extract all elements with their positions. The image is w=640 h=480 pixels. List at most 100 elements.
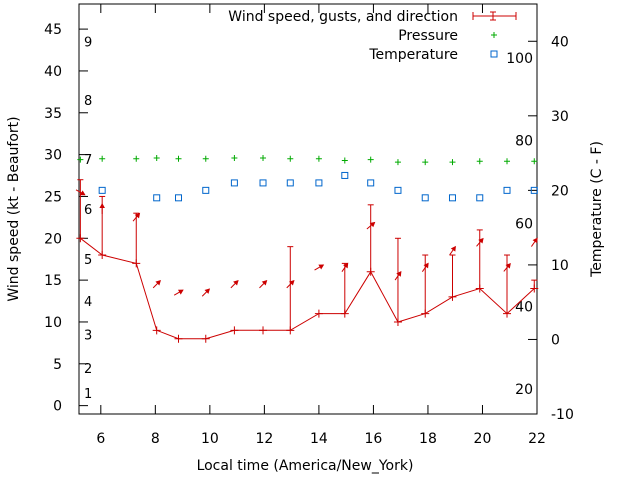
y2-tick-label: 30 <box>551 109 569 125</box>
wind-series <box>75 179 539 343</box>
wind-speed-point <box>393 317 402 326</box>
temperature-point <box>394 186 402 194</box>
temperature-point <box>341 171 349 179</box>
arrow-head <box>318 264 325 270</box>
legend-swatches <box>472 11 517 58</box>
temperature-point <box>421 194 429 202</box>
pressure-point <box>202 155 209 162</box>
temperature-series <box>98 171 538 202</box>
temperature-point <box>230 179 238 187</box>
y2-tick-label: -10 <box>551 407 574 423</box>
y-tick-label: 40 <box>44 64 62 80</box>
pressure-point <box>153 154 160 161</box>
y-tick-label: 20 <box>44 231 62 247</box>
arrow-head <box>155 280 161 286</box>
wind-direction-arrow <box>394 270 402 281</box>
temperature-point <box>448 194 456 202</box>
arrow-head <box>478 237 484 244</box>
beaufort-label: 1 <box>84 387 92 402</box>
beaufort-label: 8 <box>84 94 92 109</box>
wind-speed-point <box>530 284 539 293</box>
wind-direction-arrow <box>152 280 161 289</box>
wind-direction-arrow <box>173 289 184 296</box>
x-axis-label: Local time (America/New_York) <box>197 458 414 474</box>
arrow-head <box>532 237 538 244</box>
axis-ticks <box>79 4 538 415</box>
y-tick-label: 0 <box>53 399 62 415</box>
wind-direction-arrow <box>476 237 484 247</box>
wind-direction-arrow <box>286 280 295 289</box>
wind-speed-point <box>366 267 375 276</box>
x-tick-label: 8 <box>151 431 160 447</box>
beaufort-label: 4 <box>84 295 92 310</box>
y-tick-label: 15 <box>44 273 62 289</box>
wind-speed-point <box>76 234 85 243</box>
wind-speed-point <box>421 309 430 318</box>
temperature-point <box>259 179 267 187</box>
beaufort-label: 3 <box>84 329 92 344</box>
y-axis-label: Wind speed (kt - Beaufort) <box>6 116 22 301</box>
pressure-point <box>315 155 322 162</box>
y-tick-label: 25 <box>44 189 62 205</box>
y2-tick-label: 20 <box>551 183 569 199</box>
wind-direction-arrow <box>99 202 105 214</box>
temperature-point <box>503 186 511 194</box>
wind-speed-point <box>98 251 107 260</box>
wind-direction-arrow <box>341 262 349 272</box>
y-tick-label: 5 <box>53 357 62 373</box>
legend-swatch-wind-caps <box>472 11 517 21</box>
wind-speed-point <box>314 309 323 318</box>
arrow-head <box>134 212 141 219</box>
wind-direction-arrow <box>201 288 211 297</box>
legend-label-wind: Wind speed, gusts, and direction <box>228 9 458 25</box>
wind-direction-arrow <box>314 264 325 271</box>
wind-speed-point <box>503 309 512 318</box>
fahrenheit-label: 20 <box>515 382 533 398</box>
beaufort-label: 5 <box>84 253 92 268</box>
x-tick-label: 20 <box>474 431 492 447</box>
beaufort-label: 7 <box>84 153 92 168</box>
wind-speed-point <box>340 309 349 318</box>
wind-speed-point <box>475 284 484 293</box>
temperature-point <box>202 186 210 194</box>
pressure-point <box>231 154 238 161</box>
fahrenheit-labels: 20 40 60 80 100 <box>506 51 533 398</box>
arrow-head <box>450 245 456 252</box>
pressure-point <box>394 159 401 166</box>
beaufort-labels: 1 2 3 4 5 6 7 8 9 <box>84 36 92 402</box>
beaufort-label: 6 <box>84 203 92 218</box>
arrow-head <box>505 262 511 269</box>
arrow-head <box>177 289 184 295</box>
arrow-head <box>289 280 295 286</box>
temperature-point <box>175 194 183 202</box>
y2-axis-label: Temperature (C - F) <box>589 141 605 278</box>
wind-speed-point <box>152 326 161 335</box>
temperature-point <box>476 194 484 202</box>
pressure-point <box>449 159 456 166</box>
fahrenheit-label: 100 <box>506 51 533 67</box>
wind-direction-arrow <box>503 262 511 272</box>
pressure-point <box>476 158 483 165</box>
pressure-point <box>133 155 140 162</box>
wind-speed-point <box>201 334 210 343</box>
arrow-head <box>369 221 376 228</box>
x-tick-label: 12 <box>255 431 273 447</box>
y2-tick-label: 10 <box>551 258 569 274</box>
wind-direction-arrow <box>366 221 376 230</box>
wind-speed-point <box>132 259 141 268</box>
wind-direction-arrow <box>230 280 239 289</box>
x-tick-label: 14 <box>310 431 328 447</box>
wind-direction-arrow <box>75 189 86 196</box>
pressure-point <box>260 154 267 161</box>
wind-speed-point <box>230 326 239 335</box>
x-tick-label: 6 <box>96 431 105 447</box>
y-tick-label: 45 <box>44 22 62 38</box>
fahrenheit-label: 40 <box>515 299 533 315</box>
arrow-head <box>99 202 105 209</box>
wind-speed-point <box>448 292 457 301</box>
legend: Wind speed, gusts, and direction Pressur… <box>228 9 517 63</box>
arrow-head <box>423 262 429 269</box>
y-tick-label: 30 <box>44 148 62 164</box>
